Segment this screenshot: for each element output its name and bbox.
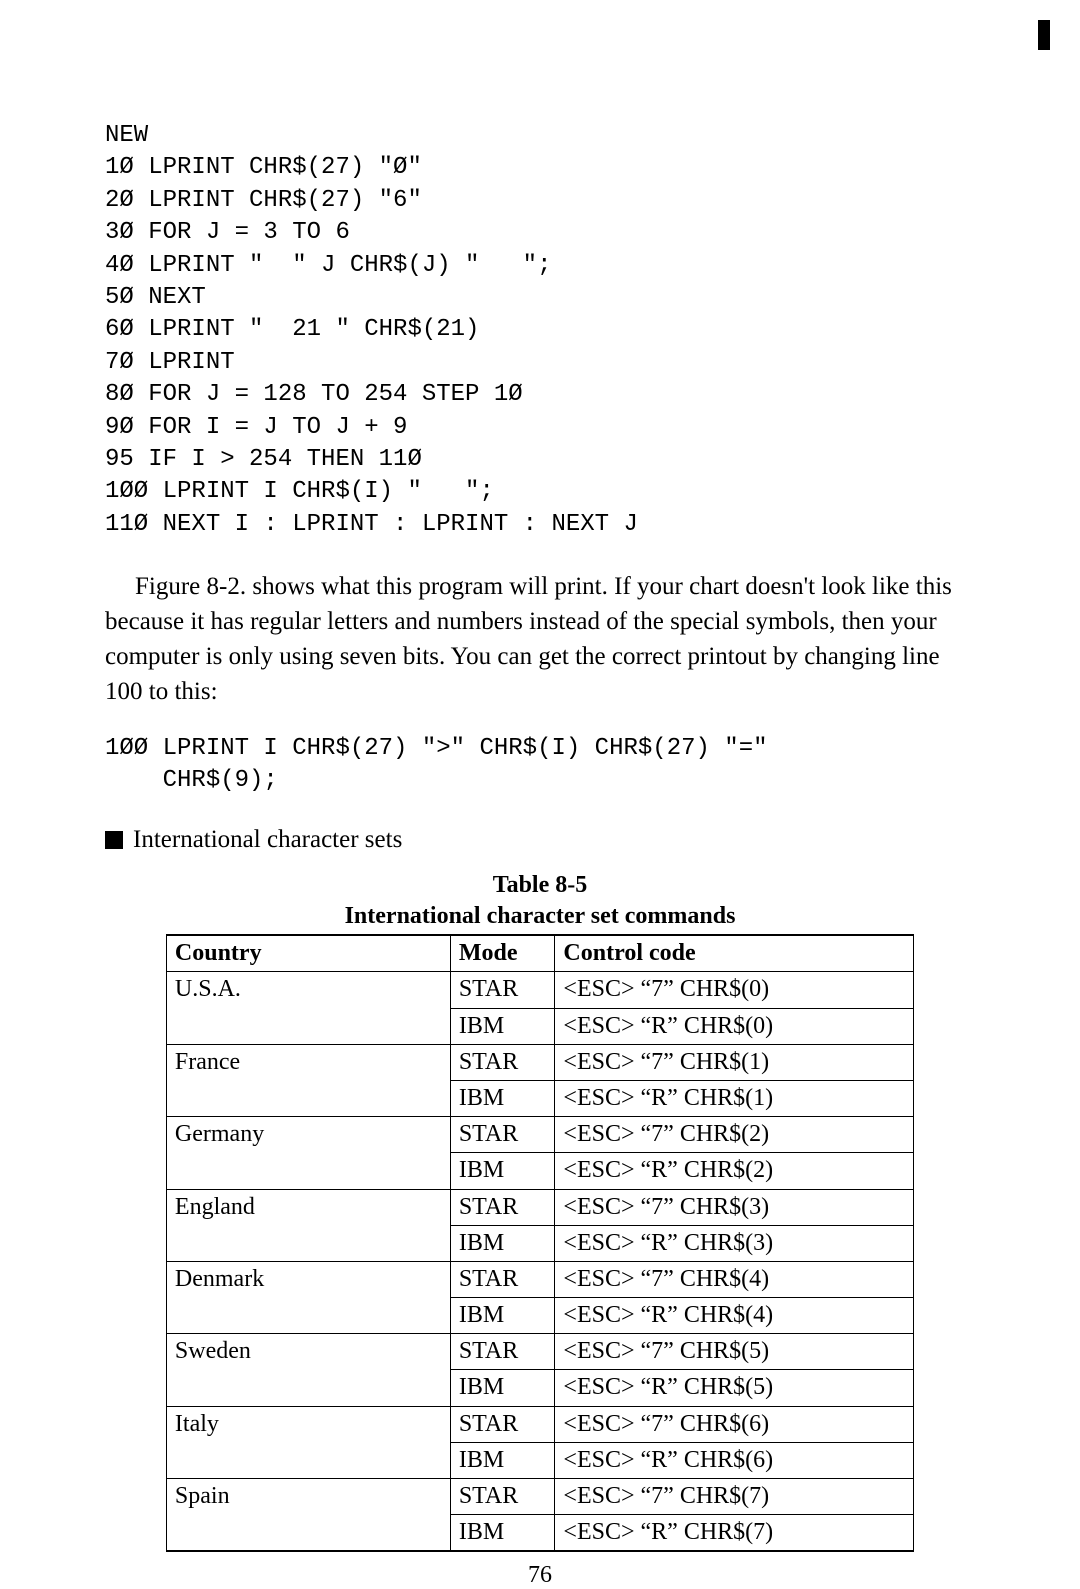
table-row: EnglandSTAR<ESC> “7” CHR$(3) — [166, 1189, 913, 1225]
table-row: U.S.A.STAR<ESC> “7” CHR$(0) — [166, 972, 913, 1008]
table-subtitle: International character set commands — [105, 901, 975, 932]
cell-code: <ESC> “7” CHR$(1) — [555, 1044, 914, 1080]
cell-code: <ESC> “R” CHR$(7) — [555, 1515, 914, 1552]
section-header: International character sets — [105, 826, 975, 854]
page-number: 76 — [105, 1562, 975, 1589]
table-row: GermanySTAR<ESC> “7” CHR$(2) — [166, 1117, 913, 1153]
cell-country: Italy — [166, 1406, 450, 1478]
cell-country: Sweden — [166, 1334, 450, 1406]
explanatory-paragraph: Figure 8-2. shows what this program will… — [105, 569, 975, 709]
cell-code: <ESC> “7” CHR$(5) — [555, 1334, 914, 1370]
code-listing-main: NEW 1Ø LPRINT CHR$(27) "Ø" 2Ø LPRINT CHR… — [105, 120, 975, 541]
table-row: DenmarkSTAR<ESC> “7” CHR$(4) — [166, 1261, 913, 1297]
cell-mode: STAR — [450, 1189, 555, 1225]
page-corner-mark — [1038, 20, 1050, 50]
cell-mode: IBM — [450, 1442, 555, 1478]
cell-mode: STAR — [450, 972, 555, 1008]
charset-table: Country Mode Control code U.S.A.STAR<ESC… — [166, 934, 914, 1552]
table-row: SwedenSTAR<ESC> “7” CHR$(5) — [166, 1334, 913, 1370]
section-header-text: International character sets — [133, 826, 402, 854]
cell-mode: STAR — [450, 1044, 555, 1080]
cell-country: Denmark — [166, 1261, 450, 1333]
cell-code: <ESC> “R” CHR$(6) — [555, 1442, 914, 1478]
col-header-code: Control code — [555, 935, 914, 972]
cell-country: France — [166, 1044, 450, 1116]
cell-mode: STAR — [450, 1117, 555, 1153]
cell-mode: STAR — [450, 1261, 555, 1297]
cell-mode: IBM — [450, 1153, 555, 1189]
col-header-country: Country — [166, 935, 450, 972]
cell-code: <ESC> “7” CHR$(4) — [555, 1261, 914, 1297]
code-listing-alt: 1ØØ LPRINT I CHR$(27) ">" CHR$(I) CHR$(2… — [105, 733, 975, 798]
table-row: SpainSTAR<ESC> “7” CHR$(7) — [166, 1479, 913, 1515]
cell-code: <ESC> “R” CHR$(0) — [555, 1008, 914, 1044]
cell-code: <ESC> “7” CHR$(7) — [555, 1479, 914, 1515]
cell-mode: STAR — [450, 1479, 555, 1515]
col-header-mode: Mode — [450, 935, 555, 972]
cell-mode: STAR — [450, 1334, 555, 1370]
cell-mode: STAR — [450, 1406, 555, 1442]
cell-mode: IBM — [450, 1370, 555, 1406]
cell-code: <ESC> “7” CHR$(0) — [555, 972, 914, 1008]
cell-code: <ESC> “7” CHR$(2) — [555, 1117, 914, 1153]
cell-code: <ESC> “R” CHR$(2) — [555, 1153, 914, 1189]
cell-mode: IBM — [450, 1298, 555, 1334]
table-row: FranceSTAR<ESC> “7” CHR$(1) — [166, 1044, 913, 1080]
cell-code: <ESC> “7” CHR$(6) — [555, 1406, 914, 1442]
cell-code: <ESC> “R” CHR$(5) — [555, 1370, 914, 1406]
cell-mode: IBM — [450, 1225, 555, 1261]
cell-mode: IBM — [450, 1008, 555, 1044]
square-bullet-icon — [105, 831, 123, 849]
cell-country: U.S.A. — [166, 972, 450, 1044]
table-row: ItalySTAR<ESC> “7” CHR$(6) — [166, 1406, 913, 1442]
cell-code: <ESC> “R” CHR$(4) — [555, 1298, 914, 1334]
cell-code: <ESC> “R” CHR$(3) — [555, 1225, 914, 1261]
cell-mode: IBM — [450, 1080, 555, 1116]
cell-mode: IBM — [450, 1515, 555, 1552]
table-header-row: Country Mode Control code — [166, 935, 913, 972]
cell-country: Germany — [166, 1117, 450, 1189]
cell-code: <ESC> “7” CHR$(3) — [555, 1189, 914, 1225]
cell-code: <ESC> “R” CHR$(1) — [555, 1080, 914, 1116]
cell-country: Spain — [166, 1479, 450, 1552]
table-title: Table 8-5 — [105, 870, 975, 901]
cell-country: England — [166, 1189, 450, 1261]
